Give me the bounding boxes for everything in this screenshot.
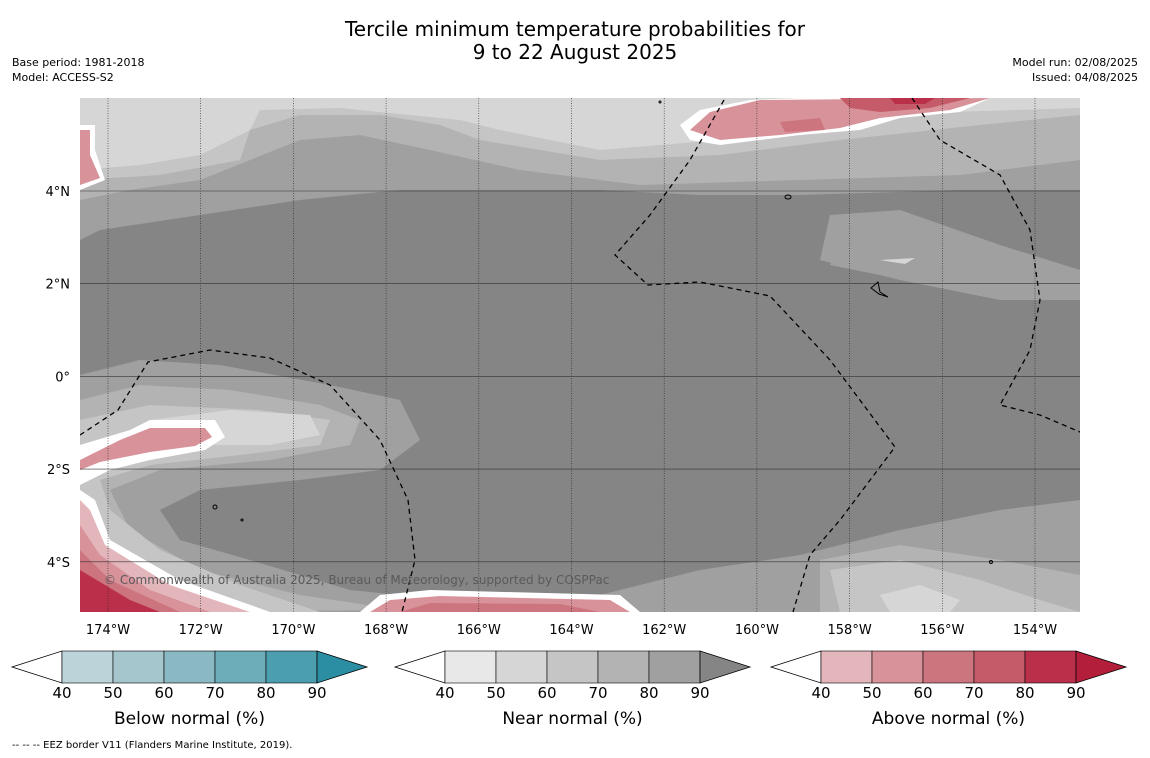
lon-label: 162°W (642, 623, 686, 638)
model-name: Model: ACCESS-S2 (12, 71, 114, 84)
colorbar-segment (820, 650, 873, 684)
lon-label: 164°W (549, 623, 593, 638)
colorbar-segment (648, 650, 701, 684)
colorbars (10, 650, 1128, 684)
lon-label: 170°W (271, 623, 315, 638)
colorbar-segment (597, 650, 650, 684)
colorbar-label: Above normal (%) (871, 709, 1026, 729)
colorbar-segment (444, 650, 497, 684)
lon-label: 160°W (735, 623, 779, 638)
colorbar-max-extend (1075, 650, 1128, 684)
lat-label: 2°S (47, 463, 70, 478)
field-above-50-sw-band (80, 428, 212, 470)
lon-label: 154°W (1013, 623, 1057, 638)
colorbar-segment (163, 650, 216, 684)
colorbar-segment (214, 650, 267, 684)
field-near-50-se (880, 585, 960, 612)
lat-label: 2°N (46, 278, 71, 293)
colorbar-tick: 90 (690, 684, 710, 702)
eez-borders (80, 98, 1080, 612)
colorbar-tick: 50 (486, 684, 506, 702)
field-above-60-south (400, 603, 600, 612)
lat-label: 0° (55, 370, 70, 385)
colorbar-segment (1024, 650, 1077, 684)
colorbar-max-extend (699, 650, 752, 684)
colorbar-min-extend (10, 650, 63, 684)
lon-label: 172°W (179, 623, 223, 638)
colorbar-tick: 40 (52, 684, 72, 702)
colorbar-tick: 50 (103, 684, 123, 702)
colorbar-segment (265, 650, 318, 684)
field-above-80-sw-corner (80, 570, 160, 612)
colorbar-segment (871, 650, 924, 684)
longitude-labels: 174°W 172°W 170°W 168°W 166°W 164°W 162°W 160°W… (86, 623, 1057, 638)
islands (212, 100, 993, 564)
field-above-70-north (840, 98, 970, 112)
colorbar-tick: 70 (205, 684, 225, 702)
colorbar-segment (546, 650, 599, 684)
field-above-50-nw (80, 130, 100, 185)
island-d (240, 518, 244, 522)
island-c (212, 504, 218, 510)
colorbar-2 (769, 650, 1128, 684)
eez-footnote: -- -- -- EEZ border V11 (Flanders Marine… (12, 740, 293, 751)
map-title: Tercile minimum temperature probabilitie… (0, 18, 1150, 64)
island-f (658, 100, 662, 104)
colorbar-min-extend (769, 650, 822, 684)
lon-label: 168°W (364, 623, 408, 638)
colorbar-segment (922, 650, 975, 684)
eez-border-west (80, 349, 416, 612)
colorbar-tick: 80 (639, 684, 659, 702)
colorbar-tick: 80 (1015, 684, 1035, 702)
colorbar-0 (10, 650, 369, 684)
colorbar-segment (973, 650, 1026, 684)
island-b (870, 281, 889, 298)
colorbar-tick: 60 (537, 684, 557, 702)
colorbar-tick: 60 (913, 684, 933, 702)
island-e (989, 560, 993, 564)
colorbar-min-extend (393, 650, 446, 684)
lon-label: 174°W (86, 623, 130, 638)
latitude-labels: 4°N 2°N 0° 2°S 4°S (46, 185, 71, 571)
lon-label: 166°W (457, 623, 501, 638)
eez-border-east (911, 98, 1080, 433)
lon-label: 158°W (828, 623, 872, 638)
colorbar-1 (393, 650, 752, 684)
lat-label: 4°N (46, 185, 71, 200)
colorbar-tick: 40 (811, 684, 831, 702)
colorbar-tick: 70 (588, 684, 608, 702)
colorbar-tick: 40 (435, 684, 455, 702)
graticule (80, 98, 1080, 612)
title-line-2: 9 to 22 August 2025 (472, 40, 678, 64)
field-above-80-north (890, 98, 935, 104)
lat-label: 4°S (47, 556, 70, 571)
colorbar-tick: 50 (862, 684, 882, 702)
colorbar-max-extend (316, 650, 369, 684)
colorbar-tick: 90 (1066, 684, 1086, 702)
map-field (80, 98, 1080, 612)
colorbar-segment (61, 650, 114, 684)
meta-left: Base period: 1981-2018 Model: ACCESS-S2 (12, 55, 144, 85)
colorbar-tick: 60 (154, 684, 174, 702)
field-near-80-east-blob (830, 220, 940, 275)
colorbar-segment (495, 650, 548, 684)
colorbar-tick: 90 (307, 684, 327, 702)
field-above-60-north-spot (780, 118, 825, 132)
colorbar-label: Near normal (%) (502, 709, 643, 729)
island-a (784, 194, 792, 200)
model-run: Model run: 02/08/2025 (1012, 56, 1138, 69)
colorbar-tick: 70 (964, 684, 984, 702)
colorbar-segment (112, 650, 165, 684)
lon-label: 156°W (920, 623, 964, 638)
colorbar-tick: 80 (256, 684, 276, 702)
issued-date: Issued: 04/08/2025 (1031, 71, 1138, 84)
field-near-50-east-dot (880, 258, 915, 264)
title-line-1: Tercile minimum temperature probabilitie… (344, 17, 806, 41)
base-period: Base period: 1981-2018 (12, 56, 145, 69)
copyright-notice: © Commonwealth of Australia 2025, Bureau… (104, 573, 609, 587)
meta-right: Model run: 02/08/2025 Issued: 04/08/2025 (1012, 55, 1138, 85)
colorbar-label: Below normal (%) (114, 709, 265, 729)
